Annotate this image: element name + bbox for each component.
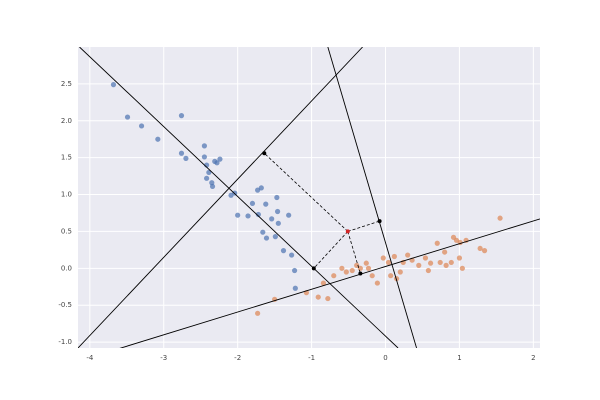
scatter-point (206, 169, 212, 176)
scatter-point (459, 265, 465, 271)
scatter-point (110, 82, 117, 88)
scatter-point (380, 255, 386, 261)
y-tick-label: -0.5 (58, 301, 72, 309)
labels: -4 -3 -2 -1 0 1 2 -1.0 -0.5 0.0 0.5 1.0 1.5 2.0 2.5 (58, 80, 535, 362)
x-tick-label: 2 (531, 354, 535, 362)
x-tick-label: -1 (308, 354, 315, 362)
scatter-point (448, 259, 454, 266)
scatter-point (275, 220, 281, 226)
scatter-point (263, 235, 270, 241)
key-point (377, 219, 382, 224)
scatter-point (178, 150, 185, 156)
scatter-point (363, 260, 369, 266)
scatter-point (349, 267, 355, 274)
scatter-point (209, 183, 216, 190)
grid (78, 47, 540, 348)
scatter-point (286, 212, 292, 218)
scatter-point (320, 280, 327, 286)
scatter-point (272, 234, 278, 240)
scatter-point (280, 248, 287, 254)
line (327, 47, 417, 348)
line (119, 218, 540, 348)
scatter-point (255, 211, 261, 218)
y-tick-label: 2.0 (61, 117, 72, 125)
line (79, 47, 399, 348)
key-point (345, 229, 350, 234)
scatter-point (255, 310, 261, 316)
scatter-point (388, 273, 394, 279)
scatter-point (437, 259, 443, 266)
x-tick-label: 1 (457, 354, 461, 362)
scatter-point (339, 265, 345, 271)
scatter-point (274, 208, 281, 215)
y-tick-label: 1.0 (61, 191, 72, 199)
scatter-point (397, 269, 403, 275)
marks (78, 47, 540, 348)
scatter-point (249, 200, 256, 207)
scatter-point (201, 154, 208, 160)
x-tick-label: -4 (86, 354, 94, 362)
scatter-point (416, 262, 422, 268)
dashed-connector (347, 220, 380, 232)
dashed-connector (347, 231, 361, 274)
y-tick-label: 0.5 (61, 227, 72, 235)
dashed-connector (264, 152, 349, 232)
x-tick-label: 0 (383, 354, 387, 362)
scatter-point (212, 158, 218, 164)
scatter-point (183, 155, 189, 161)
key-point (311, 266, 316, 271)
scatter-point (477, 245, 483, 252)
scatter-point (124, 114, 131, 120)
x-tick-label: -3 (160, 354, 167, 362)
scatter-point (260, 229, 266, 235)
scatter-point (443, 262, 449, 268)
scatter-point (343, 269, 349, 275)
scatter-point (331, 273, 337, 279)
scatter-point (245, 213, 251, 219)
scatter-point (178, 113, 185, 119)
scatter-point (138, 123, 145, 129)
scatter-point (365, 265, 372, 271)
scatter-point (155, 136, 161, 142)
scatter-point (434, 240, 440, 246)
y-tick-label: 0.0 (61, 264, 72, 272)
scatter-point (497, 215, 503, 221)
scatter-point (422, 255, 429, 261)
scatter-point (258, 185, 264, 191)
scatter-point (442, 249, 448, 255)
scatter-point (391, 253, 397, 260)
scatter-point (263, 201, 269, 207)
scatter-point (274, 194, 280, 201)
scatter-point (374, 280, 380, 286)
scatter-point (456, 255, 463, 261)
y-tick-label: -1.0 (58, 338, 72, 346)
scatter-point (425, 267, 431, 274)
y-tick-label: 1.5 (61, 154, 72, 162)
scatter-point (427, 260, 434, 266)
scatter-point (217, 156, 223, 162)
scatter-point (235, 212, 241, 218)
scatter-point (325, 295, 331, 302)
scatter-point (292, 285, 298, 291)
scatter-point (201, 143, 208, 149)
y-tick-label: 2.5 (61, 80, 72, 88)
scatter-point (204, 175, 210, 181)
scatter-point (315, 294, 321, 300)
x-tick-label: -2 (234, 354, 241, 362)
dashed-connector (313, 231, 349, 269)
key-point (262, 151, 267, 156)
line (78, 47, 363, 348)
scatter-point (481, 248, 488, 254)
key-point (358, 271, 363, 276)
scatter-point (405, 252, 411, 258)
scatter-point (385, 259, 392, 266)
plot-area (78, 47, 540, 348)
scatter-point (289, 252, 295, 258)
scatter-point (357, 265, 363, 271)
scatter-point (269, 216, 275, 222)
scatter-point (291, 267, 298, 274)
scatter-point (369, 273, 375, 279)
